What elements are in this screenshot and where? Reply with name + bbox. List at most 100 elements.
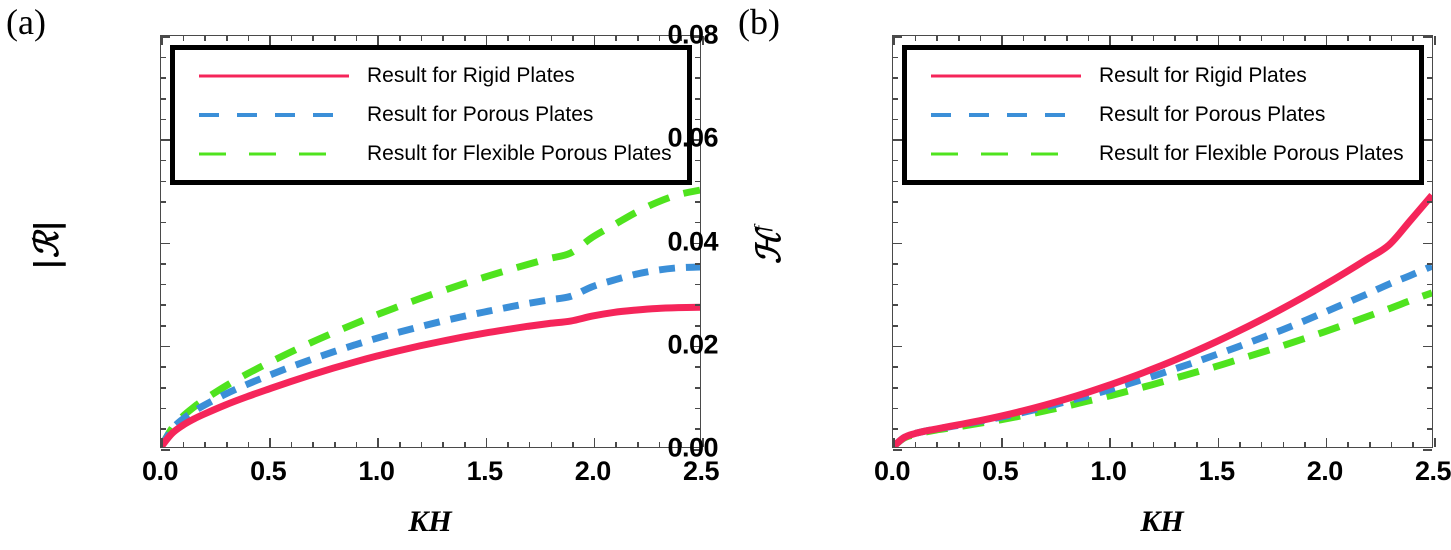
- y-tick-left: [161, 407, 166, 410]
- panel-a-plot-area: [161, 36, 700, 447]
- panel-b-ytick-label-1: 0.02: [667, 329, 718, 360]
- panel-a-tag: (a): [6, 2, 46, 42]
- y-tick-right: [695, 118, 700, 121]
- y-tick-left: [893, 407, 898, 410]
- x-tick-bottom: [637, 442, 639, 447]
- y-tick-right: [695, 428, 700, 430]
- x-tick-bottom: [1304, 442, 1306, 447]
- x-tick-top: [247, 36, 250, 41]
- x-tick-top: [957, 36, 960, 41]
- x-tick-bottom: [1412, 442, 1414, 447]
- panel-b-xtick-label-2: 1.0: [1090, 456, 1127, 486]
- x-tick-top: [1001, 36, 1003, 45]
- y-tick-right: [695, 221, 700, 224]
- x-tick-bottom: [550, 442, 553, 447]
- y-tick-right: [695, 97, 700, 100]
- y-tick-right: [1423, 449, 1432, 451]
- x-tick-top: [204, 36, 206, 41]
- y-tick-left: [161, 221, 166, 224]
- x-tick-top: [312, 36, 315, 41]
- y-tick-left: [893, 77, 898, 79]
- y-tick-right: [1427, 221, 1432, 224]
- x-tick-top: [1282, 36, 1285, 41]
- legend-label-porous-plates-b: Result for Porous Plates: [1099, 102, 1326, 126]
- y-tick-left: [893, 449, 902, 451]
- x-tick-top: [1217, 36, 1220, 45]
- legend-swatch-rigid-plates-a: [199, 69, 349, 83]
- panel-b-curves: [893, 192, 1432, 447]
- x-tick-bottom: [1347, 442, 1350, 447]
- x-tick-top: [914, 36, 917, 41]
- legend-label-flexible-porous-plates-a: Result for Flexible Porous Plates: [367, 142, 672, 166]
- x-tick-bottom: [1195, 442, 1198, 447]
- y-tick-left: [893, 201, 898, 203]
- y-tick-left: [161, 139, 170, 141]
- curve-porous-plates-a: [161, 263, 700, 447]
- y-tick-left: [161, 304, 166, 307]
- y-tick-right: [1423, 36, 1432, 38]
- x-tick-top: [550, 36, 553, 41]
- y-tick-left: [893, 159, 898, 162]
- y-tick-right: [695, 304, 700, 307]
- x-tick-bottom: [1390, 442, 1393, 447]
- x-tick-bottom: [1217, 438, 1220, 447]
- y-tick-right: [695, 201, 700, 203]
- y-tick-left: [893, 263, 898, 265]
- x-tick-bottom: [1434, 438, 1436, 447]
- x-tick-top: [1174, 36, 1176, 41]
- x-tick-top: [528, 36, 531, 41]
- y-tick-left: [893, 428, 898, 430]
- legend-label-rigid-plates-a: Result for Rigid Plates: [367, 63, 575, 87]
- x-tick-top: [680, 36, 682, 41]
- x-tick-bottom: [507, 442, 509, 447]
- y-tick-left: [161, 77, 166, 79]
- x-tick-top: [637, 36, 639, 41]
- x-tick-bottom: [161, 438, 163, 447]
- x-tick-top: [1152, 36, 1155, 41]
- x-tick-top: [377, 36, 379, 45]
- panel-b-x-axis-title: KH: [1140, 505, 1184, 538]
- y-tick-left: [161, 366, 166, 368]
- x-tick-bottom: [355, 442, 358, 447]
- x-tick-top: [1390, 36, 1393, 41]
- x-tick-top: [420, 36, 423, 41]
- legend-row-flexible-porous-plates-a: Result for Flexible Porous Plates: [175, 138, 687, 171]
- panel-a-y-axis-title: |ℛ|: [27, 220, 67, 270]
- panel-b-tag: (b): [738, 2, 780, 42]
- x-tick-bottom: [914, 442, 917, 447]
- x-tick-top: [593, 36, 596, 45]
- legend-swatch-flexible-porous-plates-a: [199, 147, 349, 161]
- x-tick-bottom: [1087, 442, 1090, 447]
- legend-swatch-flexible-porous-plates-b: [931, 147, 1081, 161]
- x-tick-top: [355, 36, 358, 41]
- x-tick-top: [399, 36, 401, 41]
- y-tick-left: [161, 242, 170, 245]
- y-tick-right: [691, 449, 700, 451]
- x-tick-top: [1304, 36, 1306, 41]
- x-tick-top: [1109, 36, 1111, 45]
- x-tick-bottom: [957, 442, 960, 447]
- x-tick-top: [572, 36, 574, 41]
- legend-row-porous-plates-a: Result for Porous Plates: [175, 98, 687, 131]
- x-tick-bottom: [312, 442, 315, 447]
- x-tick-bottom: [1239, 442, 1241, 447]
- x-tick-bottom: [680, 442, 682, 447]
- x-tick-bottom: [1369, 442, 1371, 447]
- y-tick-left: [893, 366, 898, 368]
- x-tick-bottom: [1044, 442, 1047, 447]
- y-tick-left: [161, 180, 166, 183]
- x-tick-bottom: [247, 442, 250, 447]
- y-tick-right: [695, 366, 700, 368]
- y-tick-right: [1427, 428, 1432, 430]
- y-tick-right: [695, 407, 700, 410]
- legend-swatch-rigid-plates-b: [931, 69, 1081, 83]
- y-tick-right: [691, 242, 700, 245]
- panel-b-legend: Result for Rigid Plates Result for Porou…: [902, 45, 1424, 185]
- x-tick-bottom: [377, 438, 379, 447]
- y-tick-right: [1427, 304, 1432, 307]
- panel-a-curves: [161, 186, 700, 447]
- x-tick-top: [1131, 36, 1133, 41]
- y-axis-title-glyph-abs-script-r: |ℛ|: [27, 219, 67, 271]
- y-tick-left: [893, 325, 898, 327]
- y-tick-right: [1427, 387, 1432, 389]
